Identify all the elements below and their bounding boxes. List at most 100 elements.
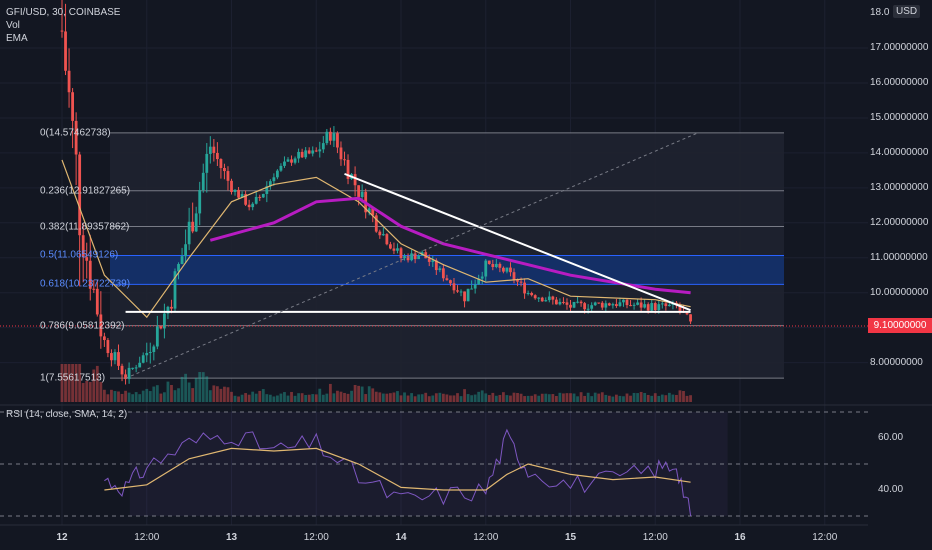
volume-bar	[463, 389, 466, 402]
volume-bar	[417, 394, 421, 402]
candle-body	[237, 189, 240, 198]
fib-level-label: 0.236(12.91827265)	[40, 185, 131, 197]
ema-lines	[61, 159, 691, 319]
candle-body	[265, 186, 269, 194]
volume-bar	[484, 393, 488, 402]
candle-body	[579, 301, 583, 304]
candle-body	[290, 159, 293, 163]
volume-bar	[445, 394, 449, 402]
candle-body	[516, 280, 519, 282]
volume-bar	[258, 390, 262, 402]
candle-body	[244, 194, 248, 205]
candle-body	[180, 256, 184, 265]
candle-body	[604, 303, 608, 308]
volume-bar	[297, 393, 300, 402]
volume-bar	[364, 394, 368, 402]
candle-body	[544, 300, 548, 302]
volume-bar	[170, 384, 173, 402]
price-axis-label: 13.00000000	[870, 181, 929, 193]
volume-bar	[487, 395, 491, 402]
volume-bar	[604, 394, 608, 402]
volume-bar	[360, 386, 364, 402]
candle-body	[261, 193, 265, 198]
volume-bar	[399, 395, 403, 402]
volume-bar	[491, 392, 495, 402]
volume-bar	[166, 381, 170, 402]
candle-body	[381, 234, 385, 236]
volume-bar	[607, 395, 611, 402]
candle-body	[484, 260, 488, 277]
ema-indicator-label[interactable]: EMA	[6, 33, 28, 44]
symbol-title[interactable]: GFI/USD, 30, COINBASE	[6, 7, 121, 18]
rsi-indicator-label[interactable]: RSI (14, close, SMA, 14, 2)	[6, 409, 128, 420]
volume-bar	[208, 390, 212, 402]
candle-body	[272, 177, 276, 182]
candle-body	[632, 304, 636, 306]
volume-bar	[321, 394, 325, 402]
candle-body	[293, 158, 297, 163]
candle-body	[191, 221, 195, 232]
candle-body	[81, 235, 85, 258]
volume-bar	[622, 396, 625, 402]
last-price-tag: 9.10000000	[868, 318, 932, 333]
time-axis-label: 12:00	[134, 532, 160, 543]
volume-bar	[438, 392, 442, 402]
volume-bar	[261, 389, 265, 402]
candle-body	[297, 151, 300, 159]
trendlines[interactable]	[125, 132, 698, 379]
volume-bar	[117, 391, 120, 402]
candle-body	[85, 257, 89, 261]
candle-body	[95, 288, 99, 315]
candle-body	[378, 231, 382, 236]
candle-body	[650, 303, 654, 311]
candle-body	[152, 346, 156, 353]
candle-body	[459, 291, 463, 293]
fibonacci-retracement[interactable]	[110, 132, 784, 379]
candle-body	[120, 365, 124, 375]
volume-bar	[325, 393, 329, 402]
candle-body	[470, 288, 474, 290]
volume-bar	[537, 395, 541, 402]
candle-body	[660, 303, 664, 305]
time-axis-label: 14	[395, 532, 407, 543]
fib-level-label: 0(14.57462738)	[40, 127, 111, 139]
candle-body	[664, 303, 668, 307]
candle-body	[593, 302, 597, 306]
volume-bar	[473, 394, 477, 402]
volume-bar	[562, 393, 565, 402]
candle-body	[276, 170, 279, 178]
price-axis-label: 16.00000000	[870, 77, 929, 88]
candle-body	[406, 256, 410, 261]
volume-bar	[431, 395, 435, 402]
candle-body	[219, 159, 223, 168]
volume-bar	[530, 395, 534, 402]
volume-bar	[565, 393, 569, 402]
candle-body	[208, 146, 212, 154]
candle-body	[353, 174, 357, 186]
currency-badge[interactable]: USD	[893, 5, 921, 18]
volume-bar	[406, 395, 410, 402]
candle-body	[413, 253, 417, 260]
volume-indicator-label[interactable]: Vol	[6, 20, 20, 31]
candle-body	[177, 264, 180, 272]
candle-body	[201, 172, 205, 191]
price-axis-label: 14.00000000	[870, 146, 929, 158]
volume-bar	[304, 394, 308, 402]
candle-body	[74, 120, 78, 155]
candle-body	[311, 150, 315, 154]
volume-bar	[74, 364, 78, 402]
candle-body	[110, 353, 113, 361]
candle-body	[498, 263, 502, 268]
price-axis-label: 18.0	[870, 7, 890, 19]
candle-body	[438, 268, 442, 271]
volume-bar	[88, 382, 92, 402]
volume-bar	[629, 395, 632, 402]
price-axis-label: 10.00000000	[870, 286, 929, 298]
volume-bar	[120, 393, 124, 402]
volume-bar	[470, 395, 474, 402]
volume-bar	[509, 395, 512, 402]
volume-bar	[413, 396, 417, 402]
candle-body	[138, 362, 142, 368]
candle-body	[99, 314, 103, 337]
